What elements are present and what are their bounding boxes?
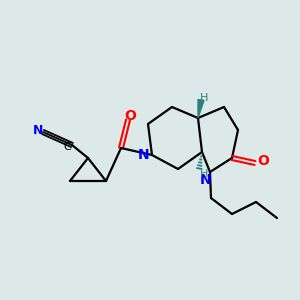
Text: N: N bbox=[33, 124, 43, 136]
Text: N: N bbox=[138, 148, 150, 162]
Text: C: C bbox=[63, 142, 71, 152]
Text: O: O bbox=[257, 154, 269, 168]
Polygon shape bbox=[198, 100, 204, 118]
Text: N: N bbox=[200, 173, 212, 187]
Text: H: H bbox=[200, 169, 208, 179]
Text: O: O bbox=[124, 109, 136, 123]
Text: H: H bbox=[200, 93, 208, 103]
